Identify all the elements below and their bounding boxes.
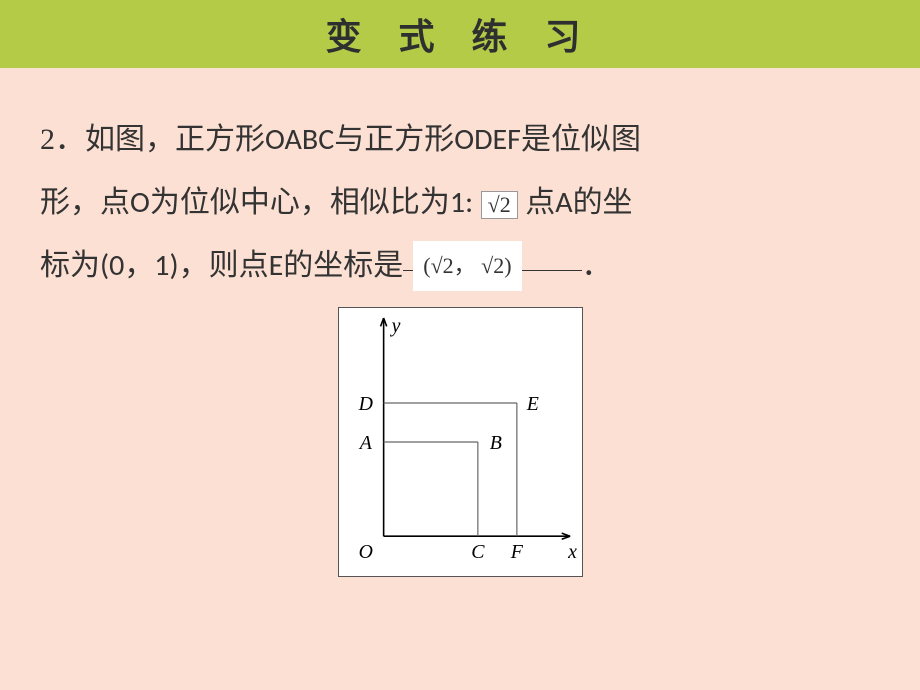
svg-text:E: E [525,393,538,415]
t-3a: 标为 [40,249,100,282]
ratio-sqrt2-box: √2 [481,191,518,219]
svg-text:D: D [357,393,373,415]
t-1a: 2．如图，正方形 [40,123,265,156]
slide: 变 式 练 习 2．如图，正方形OABC与正方形ODEF是位似图 形，点O为位似… [0,0,920,690]
svg-text:A: A [357,432,372,454]
t-odef: ODEF [454,121,521,158]
blank-before [403,270,413,271]
t-a: A [555,184,572,221]
figure: y x O A B C D E F [338,307,583,577]
t-1b: 与正方形 [334,123,454,156]
t-o: O [130,184,150,221]
ratio-prefix: 1 [450,184,465,221]
t-e: E [269,247,284,284]
t-oabc: OABC [265,121,334,158]
t-2d: 的坐 [573,186,633,219]
coord-a: (0，1) [100,247,179,284]
t-3c: 的坐标是 [283,249,403,282]
svg-text:C: C [471,541,485,563]
t-1c: 是位似图 [521,123,641,156]
answer-text: (√2， √2) [423,253,511,278]
title-bar: 变 式 练 习 [0,0,920,68]
ratio-sqrt2: √2 [488,192,511,217]
blank-after [522,270,582,271]
t-3b: ，则点 [179,249,269,282]
figure-wrap: y x O A B C D E F [40,307,880,577]
problem-text: 2．如图，正方形OABC与正方形ODEF是位似图 形，点O为位似中心，相似比为1… [40,108,880,297]
ratio-colon: : [465,184,473,221]
svg-text:O: O [358,541,372,563]
title-text: 变 式 练 习 [325,8,594,60]
t-2a: 形，点 [40,186,130,219]
svg-text:x: x [567,541,577,563]
svg-text:B: B [489,432,501,454]
t-2b: 为位似中心，相似比为 [150,186,450,219]
svg-text:F: F [509,541,523,563]
answer-box: (√2， √2) [413,241,521,291]
content-area: 2．如图，正方形OABC与正方形ODEF是位似图 形，点O为位似中心，相似比为1… [0,68,920,690]
t-2c: 点 [518,186,556,219]
t-period: ． [582,249,612,282]
figure-svg: y x O A B C D E F [339,308,582,576]
svg-text:y: y [389,315,400,337]
